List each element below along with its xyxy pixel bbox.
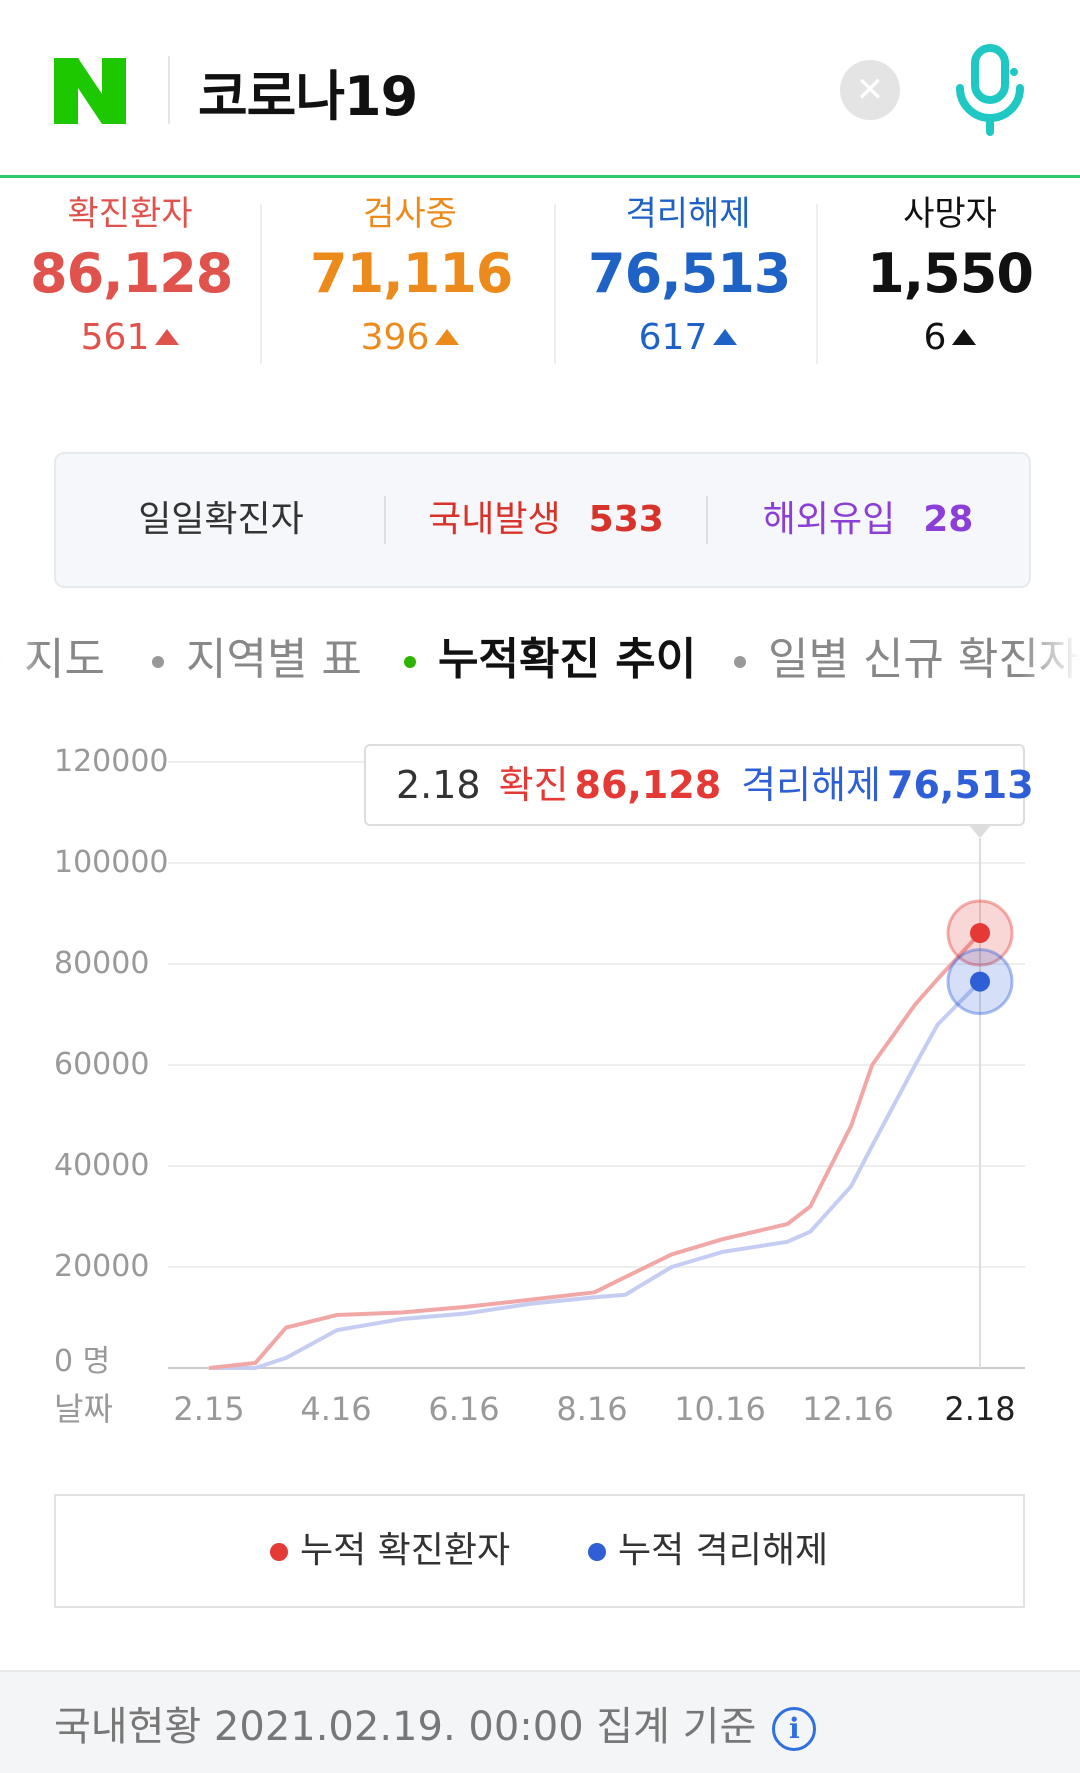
tooltip-confirmed-label: 확진	[498, 763, 569, 807]
legend-label: 누적 확진환자	[300, 1530, 511, 1571]
stat-change: 396	[310, 310, 510, 366]
x-tick-label: 2.15	[173, 1390, 245, 1428]
released-last-point[interactable]	[970, 971, 990, 992]
stat-change-value: 396	[360, 317, 430, 358]
chart-tabs: 지도 지역별 표 누적확진 추이 일별 신규 확진자	[0, 630, 1080, 690]
overseas-value: 28	[923, 499, 974, 540]
daily-domestic: 국내발생 533	[386, 454, 706, 586]
stat-change-value: 561	[80, 317, 150, 358]
stat-deaths: 사망자 1,550 6	[850, 190, 1050, 366]
tooltip-confirmed-value: 86,128	[574, 763, 722, 807]
footer-bar: 국내현황 2021.02.19. 00:00 집계 기준 i	[0, 1670, 1080, 1773]
stat-divider	[554, 204, 556, 364]
search-query[interactable]: 코로나19	[198, 65, 418, 128]
stat-confirmed: 확진환자 86,128 561	[30, 190, 233, 366]
stat-value: 76,513	[588, 242, 791, 305]
stat-change: 6	[850, 310, 1050, 366]
daily-divider	[706, 496, 708, 544]
x-axis-label: 날짜	[54, 1390, 113, 1428]
stat-change: 561	[30, 310, 230, 366]
confirmed-series-line	[208, 931, 982, 1370]
tab-label: 누적확진 추이	[438, 634, 697, 685]
tabs-fade-left	[0, 620, 40, 700]
confirmed-last-point[interactable]	[970, 923, 990, 944]
stat-change-value: 617	[638, 317, 708, 358]
stat-label: 검사중	[363, 194, 457, 234]
header-divider	[168, 56, 170, 124]
tooltip-released-label: 격리해제	[741, 763, 882, 807]
aggregation-date: 국내현황 2021.02.19. 00:00 집계 기준	[54, 1704, 757, 1750]
stat-label: 격리해제	[625, 194, 751, 234]
x-tick-label: 6.16	[428, 1390, 500, 1428]
stat-divider	[260, 204, 262, 364]
y-tick-label: 20000	[54, 1249, 150, 1284]
tooltip-arrow	[968, 824, 992, 838]
stat-value: 86,128	[30, 242, 233, 305]
close-icon: ✕	[855, 70, 885, 110]
released-series-line	[209, 980, 982, 1370]
domestic-label: 국내발생	[428, 499, 561, 540]
stat-value: 1,550	[867, 242, 1034, 305]
chart-tooltip: 2.18 확진 86,128 격리해제 76,513	[364, 744, 1034, 826]
stat-divider	[816, 204, 818, 364]
overseas-label: 해외유입	[762, 499, 896, 540]
stat-change: 617	[588, 310, 788, 366]
bullet-icon	[152, 656, 164, 668]
daily-overseas: 해외유입 28	[708, 454, 1028, 586]
microphone-icon[interactable]	[948, 44, 1032, 136]
y-unit: 명	[82, 1344, 111, 1379]
footer-text: 국내현황 2021.02.19. 00:00 집계 기준 i	[54, 1694, 817, 1752]
x-tick-label: 2.18	[944, 1390, 1016, 1428]
chart-legend: 누적 확진환자 누적 격리해제	[54, 1494, 1025, 1608]
y-tick-label: 60000	[54, 1047, 150, 1082]
up-triangle-icon	[435, 329, 460, 345]
legend-released[interactable]: 누적 격리해제	[588, 1496, 828, 1606]
tabs-fade-right	[1020, 620, 1080, 700]
tab-region-table[interactable]: 지역별 표	[152, 630, 362, 690]
x-tick-label: 8.16	[556, 1390, 628, 1428]
tab-cumulative-trend[interactable]: 누적확진 추이	[404, 630, 696, 690]
blue-dot-icon	[588, 1543, 606, 1561]
naver-logo[interactable]	[54, 58, 126, 124]
domestic-value: 533	[588, 499, 664, 540]
covid-stats: 확진환자 86,128 561 검사중 71,116 396 격리해제 76,5…	[0, 190, 1080, 380]
bullet-icon	[734, 656, 746, 668]
info-icon[interactable]: i	[772, 1707, 817, 1751]
up-triangle-icon	[713, 329, 738, 345]
bullet-icon	[404, 656, 416, 668]
red-dot-icon	[270, 1543, 288, 1561]
stat-value: 71,116	[310, 242, 513, 305]
daily-confirmed-box: 일일확진자 국내발생 533 해외유입 28	[54, 452, 1031, 588]
stat-change-value: 6	[923, 317, 947, 358]
legend-label: 누적 격리해제	[618, 1530, 829, 1571]
search-header: 코로나19 ✕	[0, 0, 1080, 178]
up-triangle-icon	[155, 329, 180, 345]
x-tick-label: 12.16	[802, 1390, 894, 1428]
y-tick-label: 40000	[54, 1148, 150, 1183]
up-triangle-icon	[952, 329, 977, 345]
daily-divider	[384, 496, 386, 544]
x-tick-label: 10.16	[674, 1390, 766, 1428]
stat-testing: 검사중 71,116 396	[310, 190, 513, 366]
y-tick-label: 120000	[54, 744, 169, 779]
tooltip-date: 2.18	[396, 763, 481, 807]
clear-search-button[interactable]: ✕	[840, 60, 900, 120]
stat-label: 확진환자	[67, 194, 193, 234]
tab-label: 지역별 표	[186, 634, 362, 685]
legend-confirmed[interactable]: 누적 확진환자	[270, 1496, 510, 1606]
x-tick-label: 4.16	[300, 1390, 372, 1428]
daily-label: 일일확진자	[138, 499, 304, 540]
y-tick-label: 80000	[54, 946, 150, 981]
stat-released: 격리해제 76,513 617	[588, 190, 791, 366]
tooltip-released-value: 76,513	[887, 763, 1034, 807]
y-tick-label: 100000	[54, 845, 169, 880]
y-zero-value: 0	[54, 1344, 74, 1379]
stat-label: 사망자	[903, 194, 997, 234]
y-zero-label: 0 명	[54, 1336, 110, 1380]
